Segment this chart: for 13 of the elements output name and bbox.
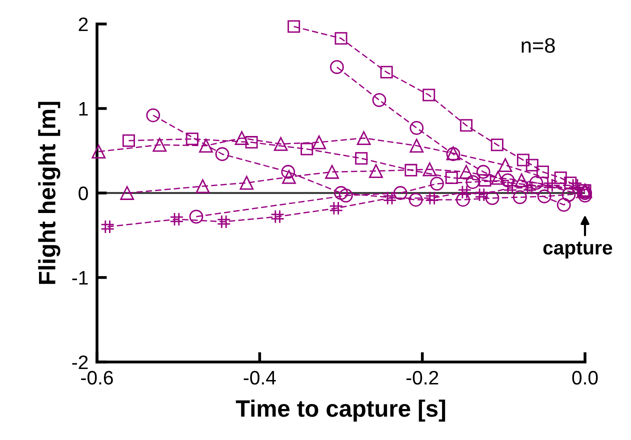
annotation: capture (543, 242, 612, 258)
x-tick-label: -0.4 (244, 370, 276, 385)
y-tick-label: 2 (78, 17, 88, 32)
x-tick-label: -0.6 (81, 370, 113, 385)
y-tick-label: -2 (72, 355, 88, 370)
y-tick-label: 1 (79, 102, 88, 116)
x-tick-label: -0.2 (406, 370, 438, 385)
y-tick-label: -1 (72, 271, 88, 285)
annotation: n=8 (522, 38, 555, 53)
y-tick-label: 0 (78, 186, 88, 200)
x-tick-label: 0.0 (572, 370, 598, 385)
x-axis-title: Time to capture [s] (236, 400, 446, 422)
y-axis-title: Flight height [m] (38, 102, 60, 284)
